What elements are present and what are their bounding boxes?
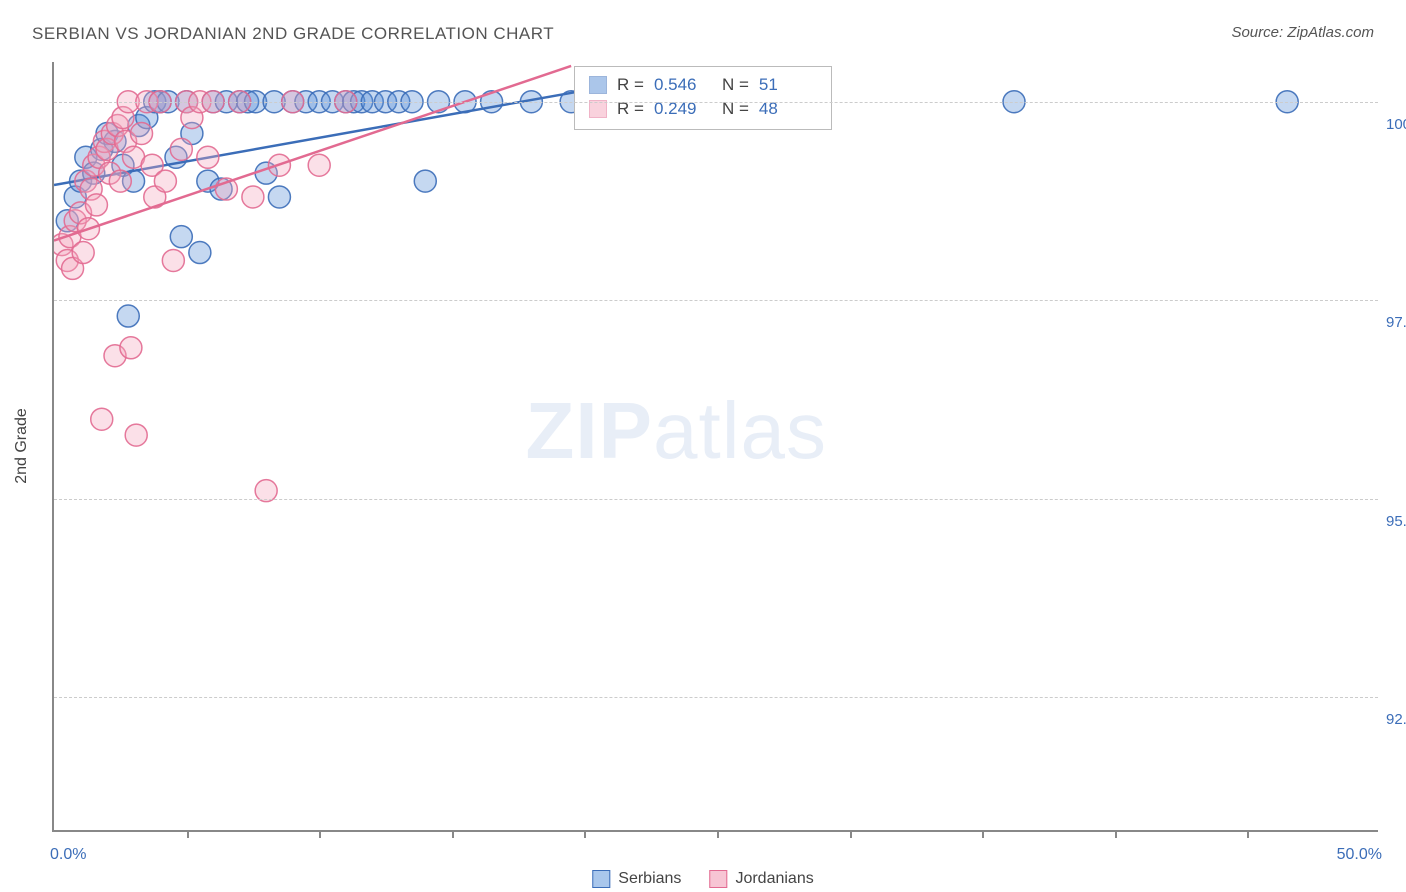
y-tick-label: 95.0%	[1386, 513, 1406, 530]
scatter-point	[72, 242, 94, 264]
n-label: N =	[722, 75, 749, 95]
stats-row: R =0.249N =48	[589, 97, 817, 121]
y-axis-label: 2nd Grade	[13, 408, 31, 484]
x-tick	[584, 830, 586, 838]
x-tick	[187, 830, 189, 838]
scatter-point	[91, 408, 113, 430]
scatter-point	[414, 170, 436, 192]
r-label: R =	[617, 75, 644, 95]
scatter-point	[189, 242, 211, 264]
x-axis-max-label: 50.0%	[1337, 846, 1382, 864]
r-value: 0.546	[654, 75, 712, 95]
legend-label: Serbians	[618, 870, 681, 888]
scatter-point	[109, 170, 131, 192]
legend-label: Jordanians	[735, 870, 813, 888]
x-tick	[1115, 830, 1117, 838]
legend-bottom: Serbians Jordanians	[592, 870, 813, 888]
x-tick	[1247, 830, 1249, 838]
gridline-h	[54, 697, 1378, 698]
source-text: Source: ZipAtlas.com	[1231, 24, 1374, 41]
scatter-point	[117, 305, 139, 327]
scatter-point	[308, 154, 330, 176]
scatter-point	[154, 170, 176, 192]
scatter-svg	[54, 62, 1380, 832]
scatter-point	[268, 186, 290, 208]
scatter-point	[197, 146, 219, 168]
gridline-h	[54, 102, 1378, 103]
scatter-point	[162, 249, 184, 271]
y-tick-label: 92.5%	[1386, 711, 1406, 728]
scatter-point	[85, 194, 107, 216]
gridline-h	[54, 300, 1378, 301]
x-axis-min-label: 0.0%	[50, 846, 86, 864]
x-tick	[319, 830, 321, 838]
scatter-point	[170, 138, 192, 160]
scatter-point	[120, 337, 142, 359]
scatter-point	[131, 122, 153, 144]
legend-item: Serbians	[592, 870, 681, 888]
plot-region: ZIPatlas R =0.546N =51R =0.249N =48 0.0%…	[52, 62, 1378, 832]
series-swatch	[589, 100, 607, 118]
stats-row: R = 0.546 N = 51	[589, 73, 817, 97]
scatter-point	[125, 424, 147, 446]
x-tick	[982, 830, 984, 838]
x-tick	[850, 830, 852, 838]
y-tick-label: 97.5%	[1386, 314, 1406, 331]
scatter-point	[170, 226, 192, 248]
x-tick	[452, 830, 454, 838]
x-tick	[717, 830, 719, 838]
chart-area: ZIPatlas R =0.546N =51R =0.249N =48 0.0%…	[52, 62, 1378, 832]
gridline-h	[54, 499, 1378, 500]
y-tick-label: 100.0%	[1386, 116, 1406, 133]
chart-title: SERBIAN VS JORDANIAN 2ND GRADE CORRELATI…	[32, 24, 554, 44]
legend-item: Jordanians	[709, 870, 813, 888]
series-swatch	[589, 76, 607, 94]
n-value: 51	[759, 75, 817, 95]
stats-legend-box: R = 0.546 N = 51R =0.249N =48	[574, 66, 832, 130]
legend-swatch	[592, 870, 610, 888]
scatter-point	[242, 186, 264, 208]
legend-swatch	[709, 870, 727, 888]
